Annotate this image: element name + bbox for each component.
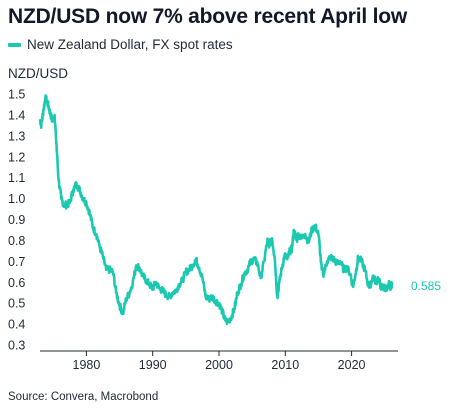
chart-legend: New Zealand Dollar, FX spot rates bbox=[8, 37, 233, 52]
source-note: Source: Convera, Macrobond bbox=[8, 391, 159, 403]
y-tick-label: 0.5 bbox=[8, 297, 25, 311]
x-tick-label: 2000 bbox=[205, 358, 233, 372]
y-tick-label: 1.5 bbox=[8, 88, 25, 102]
x-axis: 1980 1990 2000 2010 2020 bbox=[40, 350, 398, 372]
y-tick-label: 0.6 bbox=[8, 276, 25, 290]
x-tick-label: 2010 bbox=[271, 358, 299, 372]
series-line-nzdusd bbox=[38, 94, 394, 326]
y-tick-label: 1.3 bbox=[8, 129, 25, 143]
x-tick-label: 1980 bbox=[73, 358, 101, 372]
legend-swatch bbox=[8, 42, 21, 47]
y-axis-label: NZD/USD bbox=[8, 66, 68, 81]
y-axis-ticks: 0.3 0.4 0.5 0.6 0.7 0.8 0.9 1.0 1.1 1.2 1.3 1.4 1.5 bbox=[8, 88, 25, 353]
y-tick-label: 1.0 bbox=[8, 192, 25, 206]
legend-label: New Zealand Dollar, FX spot rates bbox=[27, 37, 233, 52]
y-tick-label: 0.3 bbox=[8, 339, 25, 353]
y-tick-label: 1.2 bbox=[8, 150, 25, 164]
chart-title: NZD/USD now 7% above recent April low bbox=[8, 5, 408, 28]
series-group bbox=[38, 94, 394, 326]
y-tick-label: 0.7 bbox=[8, 255, 25, 269]
y-tick-label: 0.8 bbox=[8, 234, 25, 248]
y-tick-label: 1.4 bbox=[8, 108, 25, 122]
x-tick-label: 1990 bbox=[139, 358, 167, 372]
y-tick-label: 0.9 bbox=[8, 213, 25, 227]
y-tick-label: 0.4 bbox=[8, 318, 25, 332]
end-value-label: 0.585 bbox=[411, 279, 441, 293]
y-tick-label: 1.1 bbox=[8, 171, 25, 185]
x-tick-label: 2020 bbox=[338, 358, 366, 372]
